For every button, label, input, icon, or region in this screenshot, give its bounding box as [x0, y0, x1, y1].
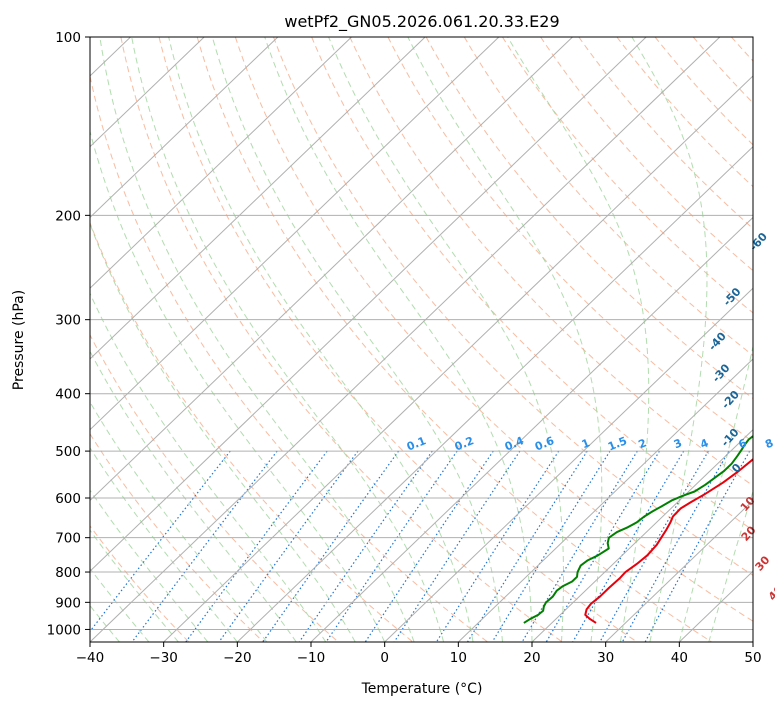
y-tick-label: 600	[55, 491, 81, 507]
y-tick-label: 200	[55, 208, 81, 224]
y-tick-label: 500	[55, 444, 81, 460]
x-tick-label: −40	[76, 650, 105, 666]
x-tick-label: 40	[671, 650, 688, 666]
x-tick-label: −10	[297, 650, 326, 666]
x-axis-label: Temperature (°C)	[361, 681, 483, 697]
x-tick-label: 20	[523, 650, 540, 666]
chart-title: wetPf2_GN05.2026.061.20.33.E29	[284, 12, 559, 32]
x-tick-label: 0	[380, 650, 389, 666]
x-tick-label: 30	[597, 650, 614, 666]
y-tick-label: 100	[55, 30, 81, 46]
y-axis-label: Pressure (hPa)	[11, 290, 27, 390]
x-tick-label: 50	[744, 650, 761, 666]
y-tick-label: 700	[55, 531, 81, 547]
x-tick-label: 10	[450, 650, 467, 666]
y-tick-label: 300	[55, 313, 81, 329]
x-tick-label: −30	[149, 650, 178, 666]
y-tick-label: 800	[55, 565, 81, 581]
y-tick-label: 1000	[47, 622, 81, 638]
y-tick-label: 900	[55, 595, 81, 611]
y-tick-label: 400	[55, 387, 81, 403]
x-tick-label: −20	[223, 650, 252, 666]
